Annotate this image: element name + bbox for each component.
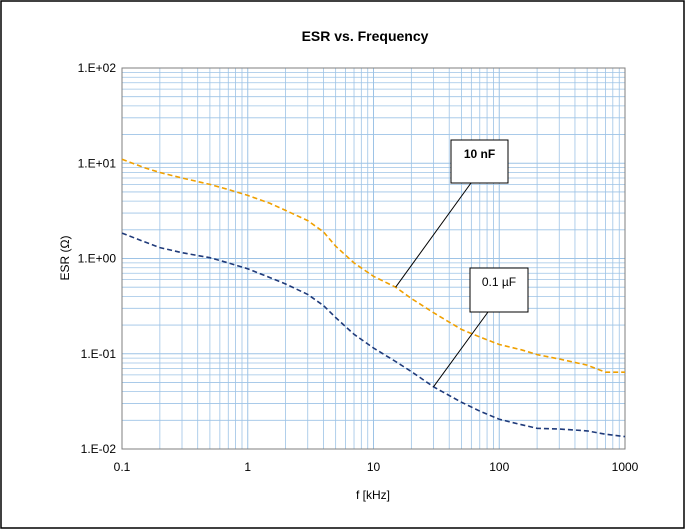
x-axis-title: f [kHz] [356, 488, 390, 502]
y-tick-label: 1.E+01 [78, 156, 117, 170]
callout-label: 0.1 µF [482, 275, 516, 289]
y-axis-title: ESR (Ω) [58, 236, 72, 281]
y-tick-label: 1.E-02 [81, 442, 117, 456]
y-tick-label: 1.E+00 [78, 252, 117, 266]
callout-label: 10 nF [464, 147, 495, 161]
plot-area-frame [121, 67, 626, 450]
x-tick-label: 1000 [612, 460, 639, 474]
callout-box [450, 139, 509, 184]
callout-leader-line [433, 311, 489, 388]
y-axis-ticks: 1.E-02 1.E-01 1.E+00 1.E+01 1.E+02 [78, 61, 117, 456]
callout-0-1uf: 0.1 µF [433, 267, 529, 388]
annotation-layer: 10 nF 0.1 µF [395, 139, 529, 388]
y-tick-label: 1.E-01 [81, 347, 117, 361]
x-tick-label: 1 [244, 460, 251, 474]
x-axis-ticks: 0.1 1 10 100 1000 [114, 460, 639, 474]
chart-title: ESR vs. Frequency [302, 28, 429, 44]
y-tick-label: 1.E+02 [78, 61, 117, 75]
callout-box [469, 267, 529, 313]
callout-leader-line [395, 182, 472, 288]
x-tick-label: 100 [489, 460, 509, 474]
x-tick-label: 0.1 [114, 460, 131, 474]
x-tick-label: 10 [367, 460, 381, 474]
callout-10nf: 10 nF [395, 139, 509, 288]
